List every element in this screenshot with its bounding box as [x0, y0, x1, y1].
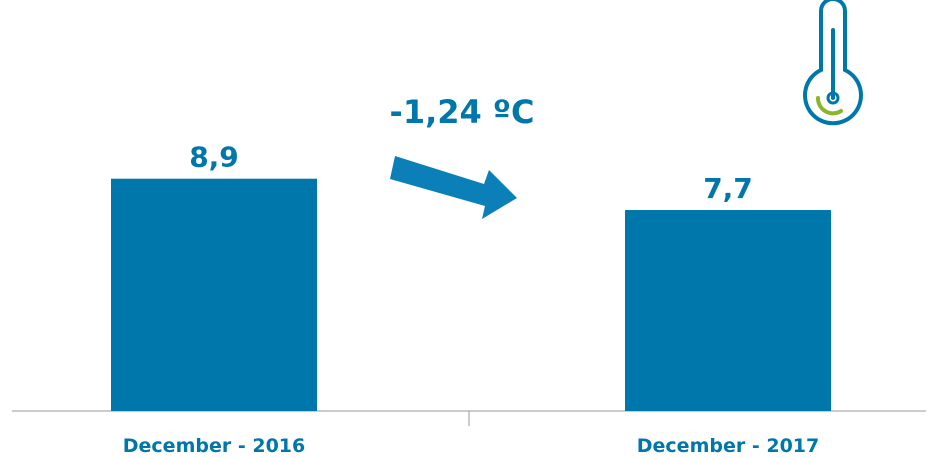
bar-2 — [625, 210, 831, 411]
change-annotation: -1,24 ºC — [390, 93, 535, 131]
bar-1 — [111, 178, 317, 411]
change-arrow — [390, 156, 517, 219]
category-label-2: December - 2017 — [637, 435, 819, 457]
thermometer-bulb — [826, 91, 840, 105]
thermometer-level-arc — [815, 96, 843, 116]
bar-value-label-2: 7,7 — [703, 172, 753, 205]
category-label-1: December - 2016 — [123, 435, 305, 457]
thermometer-outline — [803, 0, 863, 126]
bar-value-label-1: 8,9 — [189, 141, 239, 174]
thermometer-icon — [803, 0, 863, 126]
bars-group: 8,9 December - 2016 7,7 December - 2017 — [111, 141, 831, 457]
change-arrow-shape — [390, 156, 517, 219]
